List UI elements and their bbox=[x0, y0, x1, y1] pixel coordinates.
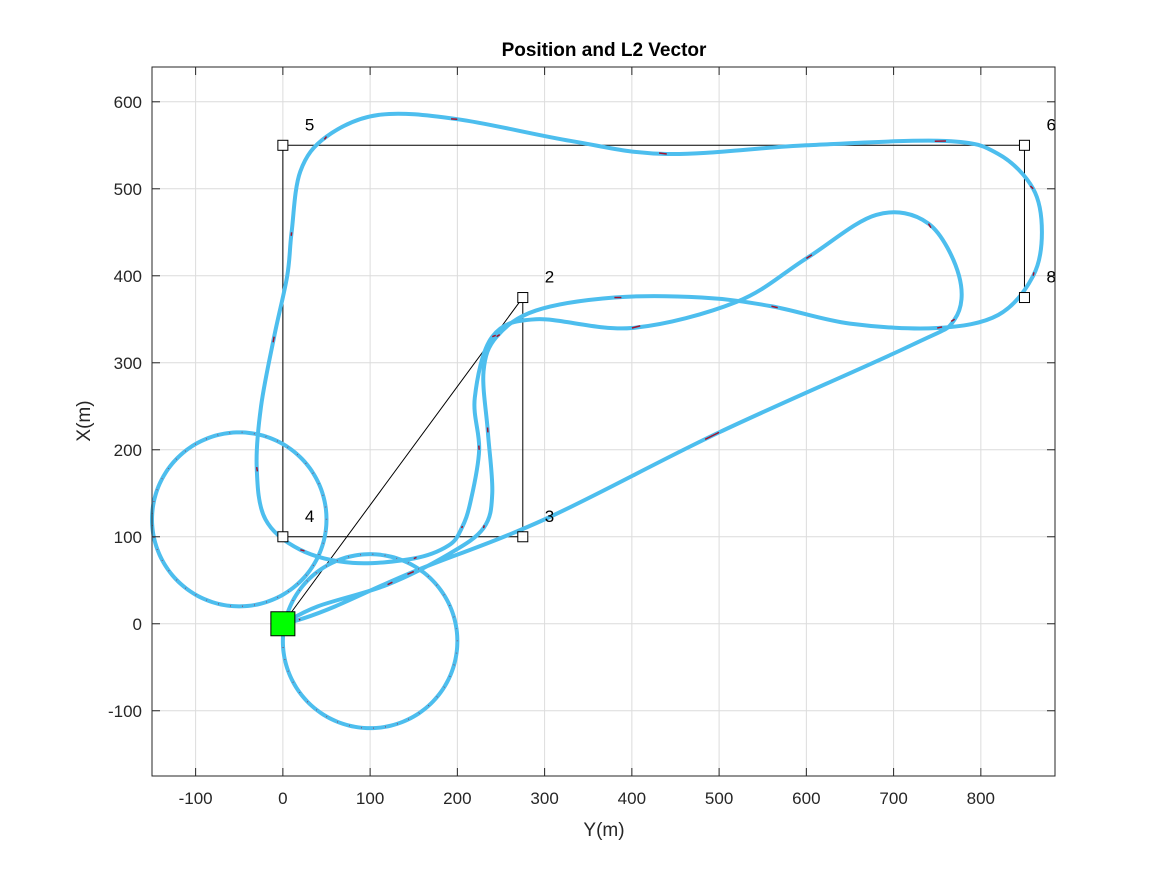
waypoint-marker bbox=[277, 139, 289, 151]
y-axis-label: X(m) bbox=[74, 400, 95, 441]
start-marker bbox=[270, 611, 296, 637]
waypoint-marker bbox=[517, 292, 529, 304]
l2-vector bbox=[631, 325, 641, 329]
y-tick-label: 500 bbox=[114, 180, 142, 199]
y-tick-label: 600 bbox=[114, 93, 142, 112]
l2-vector bbox=[1029, 185, 1034, 190]
y-tick-label: 300 bbox=[114, 354, 142, 373]
x-tick-label: -100 bbox=[179, 789, 213, 808]
waypoint-label: 4 bbox=[305, 507, 314, 526]
trajectory-line-1 bbox=[280, 552, 460, 731]
axis-ticks: -100 0 100 200 300 400 500 600 700 800 -100 0 100 200… bbox=[108, 67, 1055, 808]
l2-vector bbox=[255, 467, 259, 472]
y-tick-label: 0 bbox=[133, 615, 142, 634]
waypoint-label: 3 bbox=[545, 507, 554, 526]
axes-frame bbox=[151, 66, 1056, 777]
x-tick-label: 500 bbox=[705, 789, 733, 808]
grid bbox=[152, 67, 1055, 776]
l2-vector bbox=[704, 431, 720, 441]
l2-vector bbox=[300, 549, 305, 552]
waypoint-marker bbox=[277, 531, 289, 543]
l2-vector bbox=[937, 326, 943, 329]
chart-title: Position and L2 Vector bbox=[502, 40, 707, 61]
waypoint-marker bbox=[1018, 292, 1030, 304]
y-tick-label: 400 bbox=[114, 267, 142, 286]
x-tick-label: 0 bbox=[278, 789, 287, 808]
y-tick-label: -100 bbox=[108, 702, 142, 721]
waypoint-label: 8 bbox=[1046, 268, 1055, 287]
waypoint-markers: 2 3 4 5 6 8 bbox=[277, 115, 1056, 543]
l2-vector-series bbox=[151, 118, 1035, 729]
l2-vector bbox=[658, 152, 667, 155]
l2-vector bbox=[805, 254, 813, 260]
l2-vector bbox=[927, 223, 932, 229]
l2-vector bbox=[950, 318, 956, 323]
l2-vector bbox=[1032, 272, 1035, 276]
x-tick-label: 400 bbox=[618, 789, 646, 808]
x-tick-label: 200 bbox=[443, 789, 471, 808]
l2-vector bbox=[413, 556, 417, 560]
x-tick-label: 600 bbox=[792, 789, 820, 808]
l2-vector bbox=[407, 570, 415, 576]
l2-vector bbox=[461, 525, 464, 529]
x-axis-label: Y(m) bbox=[583, 820, 624, 841]
axes-background bbox=[152, 67, 1055, 776]
l2-vector bbox=[272, 336, 275, 343]
waypoint-marker bbox=[1018, 139, 1030, 151]
waypoint-label: 2 bbox=[545, 268, 554, 287]
y-tick-label: 200 bbox=[114, 441, 142, 460]
waypoint-label: 5 bbox=[305, 115, 314, 134]
waypoint-marker bbox=[517, 531, 529, 543]
l2-vector bbox=[491, 334, 497, 338]
l2-vector bbox=[771, 305, 778, 309]
x-tick-label: 300 bbox=[530, 789, 558, 808]
x-tick-label: 700 bbox=[879, 789, 907, 808]
l2-vector bbox=[482, 525, 485, 529]
l2-vector bbox=[387, 581, 393, 586]
x-tick-label: 100 bbox=[356, 789, 384, 808]
x-tick-label: 800 bbox=[967, 789, 995, 808]
l2-vector bbox=[496, 333, 501, 338]
start-point-marker bbox=[270, 611, 296, 637]
waypoint-label: 6 bbox=[1046, 115, 1055, 134]
l2-vector bbox=[323, 136, 328, 140]
y-tick-label: 100 bbox=[114, 528, 142, 547]
